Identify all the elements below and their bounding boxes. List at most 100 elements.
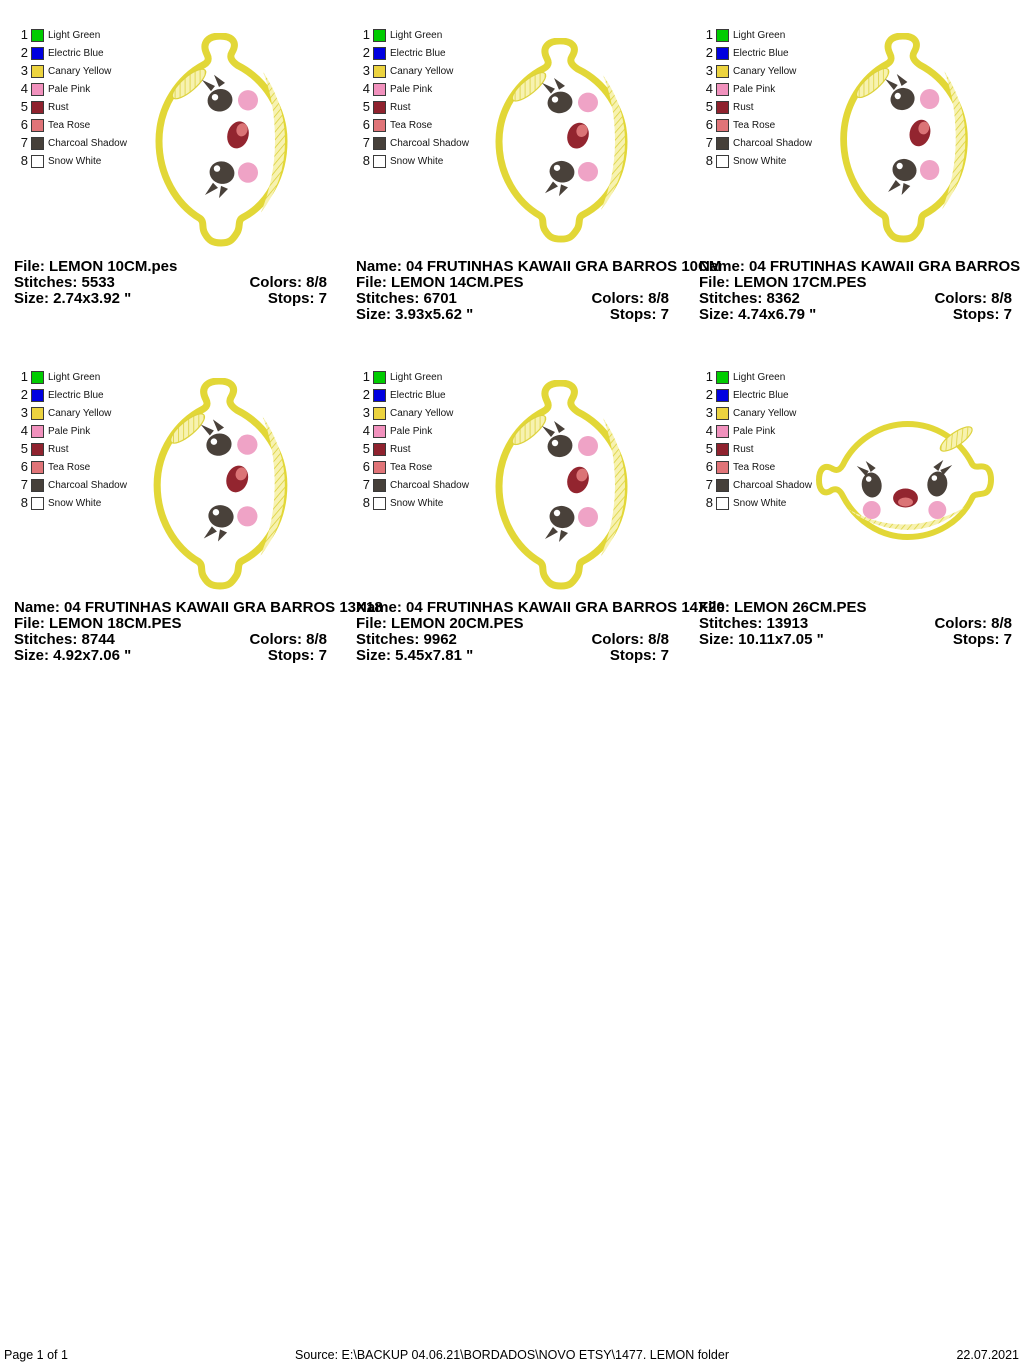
legend-number: 1	[362, 369, 370, 384]
legend-row: 3 Canary Yellow	[701, 404, 812, 422]
legend-swatch	[716, 136, 729, 150]
legend-swatch	[31, 370, 44, 384]
legend-row: 5 Rust	[358, 440, 469, 458]
design-stops: Stops: 7	[609, 647, 669, 664]
legend-label: Snow White	[390, 497, 444, 509]
legend-swatch	[31, 460, 44, 474]
design-stitches: Stitches: 13913	[699, 615, 809, 632]
legend-number: 5	[705, 441, 713, 456]
legend-swatch	[31, 136, 44, 150]
legend-number: 2	[362, 45, 370, 60]
legend-swatch	[31, 64, 44, 78]
legend-row: 8 Snow White	[16, 152, 127, 170]
legend-number: 6	[20, 117, 28, 132]
legend-number: 3	[705, 405, 713, 420]
legend-swatch	[31, 46, 44, 60]
legend-row: 1 Light Green	[701, 26, 812, 44]
legend-row: 7 Charcoal Shadow	[701, 134, 812, 152]
design-stitches: Stitches: 8744	[14, 631, 115, 648]
legend-number: 6	[705, 117, 713, 132]
legend-swatch	[373, 460, 386, 474]
legend-number: 7	[20, 477, 28, 492]
legend-label: Rust	[390, 101, 411, 113]
legend-swatch	[31, 424, 44, 438]
legend-swatch	[716, 478, 729, 492]
legend-number: 4	[362, 423, 370, 438]
legend-row: 5 Rust	[701, 98, 812, 116]
design-name: Name: 04 FRUTINHAS KAWAII GRA BARROS 13X…	[14, 599, 383, 616]
legend-row: 6 Tea Rose	[701, 116, 812, 134]
legend-number: 3	[362, 405, 370, 420]
legend-number: 6	[362, 117, 370, 132]
design-name: Name: 04 FRUTINHAS KAWAII GRA BARROS 12	[699, 258, 1024, 275]
legend-number: 1	[362, 27, 370, 42]
legend-row: 4 Pale Pink	[358, 422, 469, 440]
legend-row: 3 Canary Yellow	[16, 62, 127, 80]
legend-row: 6 Tea Rose	[358, 458, 469, 476]
legend-number: 8	[20, 495, 28, 510]
legend-swatch	[373, 478, 386, 492]
design-size: Size: 2.74x3.92 "	[14, 290, 132, 307]
legend-row: 8 Snow White	[358, 152, 469, 170]
legend-number: 7	[705, 477, 713, 492]
legend-number: 6	[20, 459, 28, 474]
legend-label: Canary Yellow	[48, 65, 112, 77]
legend-number: 2	[705, 45, 713, 60]
legend-row: 6 Tea Rose	[701, 458, 812, 476]
legend-label: Electric Blue	[48, 47, 104, 59]
legend-row: 1 Light Green	[358, 368, 469, 386]
legend-number: 8	[705, 153, 713, 168]
legend-row: 4 Pale Pink	[701, 80, 812, 98]
legend-swatch	[373, 406, 386, 420]
legend-row: 8 Snow White	[701, 152, 812, 170]
legend-label: Tea Rose	[390, 119, 433, 131]
legend-row: 8 Snow White	[16, 494, 127, 512]
legend-label: Light Green	[733, 371, 786, 383]
legend-swatch	[373, 496, 386, 510]
legend-label: Canary Yellow	[390, 407, 454, 419]
legend-number: 4	[705, 81, 713, 96]
legend-number: 2	[705, 387, 713, 402]
legend-label: Electric Blue	[390, 47, 446, 59]
design-file: File: LEMON 18CM.PES	[14, 615, 182, 632]
legend-label: Snow White	[48, 497, 102, 509]
legend-label: Tea Rose	[48, 461, 91, 473]
design-colors: Colors: 8/8	[249, 631, 327, 648]
legend-label: Snow White	[390, 155, 444, 167]
legend-swatch	[373, 82, 386, 96]
design-file: File: LEMON 10CM.pes	[14, 258, 178, 275]
legend-number: 7	[362, 135, 370, 150]
legend-number: 4	[20, 81, 28, 96]
legend-swatch	[31, 442, 44, 456]
legend-row: 7 Charcoal Shadow	[16, 476, 127, 494]
legend-label: Snow White	[48, 155, 102, 167]
design-name: Name: 04 FRUTINHAS KAWAII GRA BARROS 14X…	[356, 599, 725, 616]
legend-row: 8 Snow White	[358, 494, 469, 512]
legend-label: Tea Rose	[390, 461, 433, 473]
legend-label: Pale Pink	[390, 425, 433, 437]
legend-row: 8 Snow White	[701, 494, 812, 512]
lemon-illustration	[487, 38, 637, 243]
legend-swatch	[716, 100, 729, 114]
design-name: Name: 04 FRUTINHAS KAWAII GRA BARROS 10C…	[356, 258, 722, 275]
legend-label: Electric Blue	[733, 389, 789, 401]
legend-swatch	[716, 82, 729, 96]
legend-number: 1	[20, 369, 28, 384]
design-size: Size: 3.93x5.62 "	[356, 306, 474, 323]
legend-swatch	[373, 370, 386, 384]
legend-number: 8	[20, 153, 28, 168]
design-stitches: Stitches: 6701	[356, 290, 457, 307]
legend-number: 7	[705, 135, 713, 150]
legend-number: 2	[362, 387, 370, 402]
design-size: Size: 10.11x7.05 "	[699, 631, 824, 648]
legend-number: 8	[362, 495, 370, 510]
design-size: Size: 5.45x7.81 "	[356, 647, 474, 664]
legend-swatch	[373, 442, 386, 456]
legend-number: 3	[20, 405, 28, 420]
legend-swatch	[716, 460, 729, 474]
footer-page-number: Page 1 of 1	[4, 1348, 68, 1362]
legend-number: 2	[20, 45, 28, 60]
legend-row: 3 Canary Yellow	[358, 404, 469, 422]
legend-label: Pale Pink	[733, 83, 776, 95]
legend-swatch	[716, 442, 729, 456]
